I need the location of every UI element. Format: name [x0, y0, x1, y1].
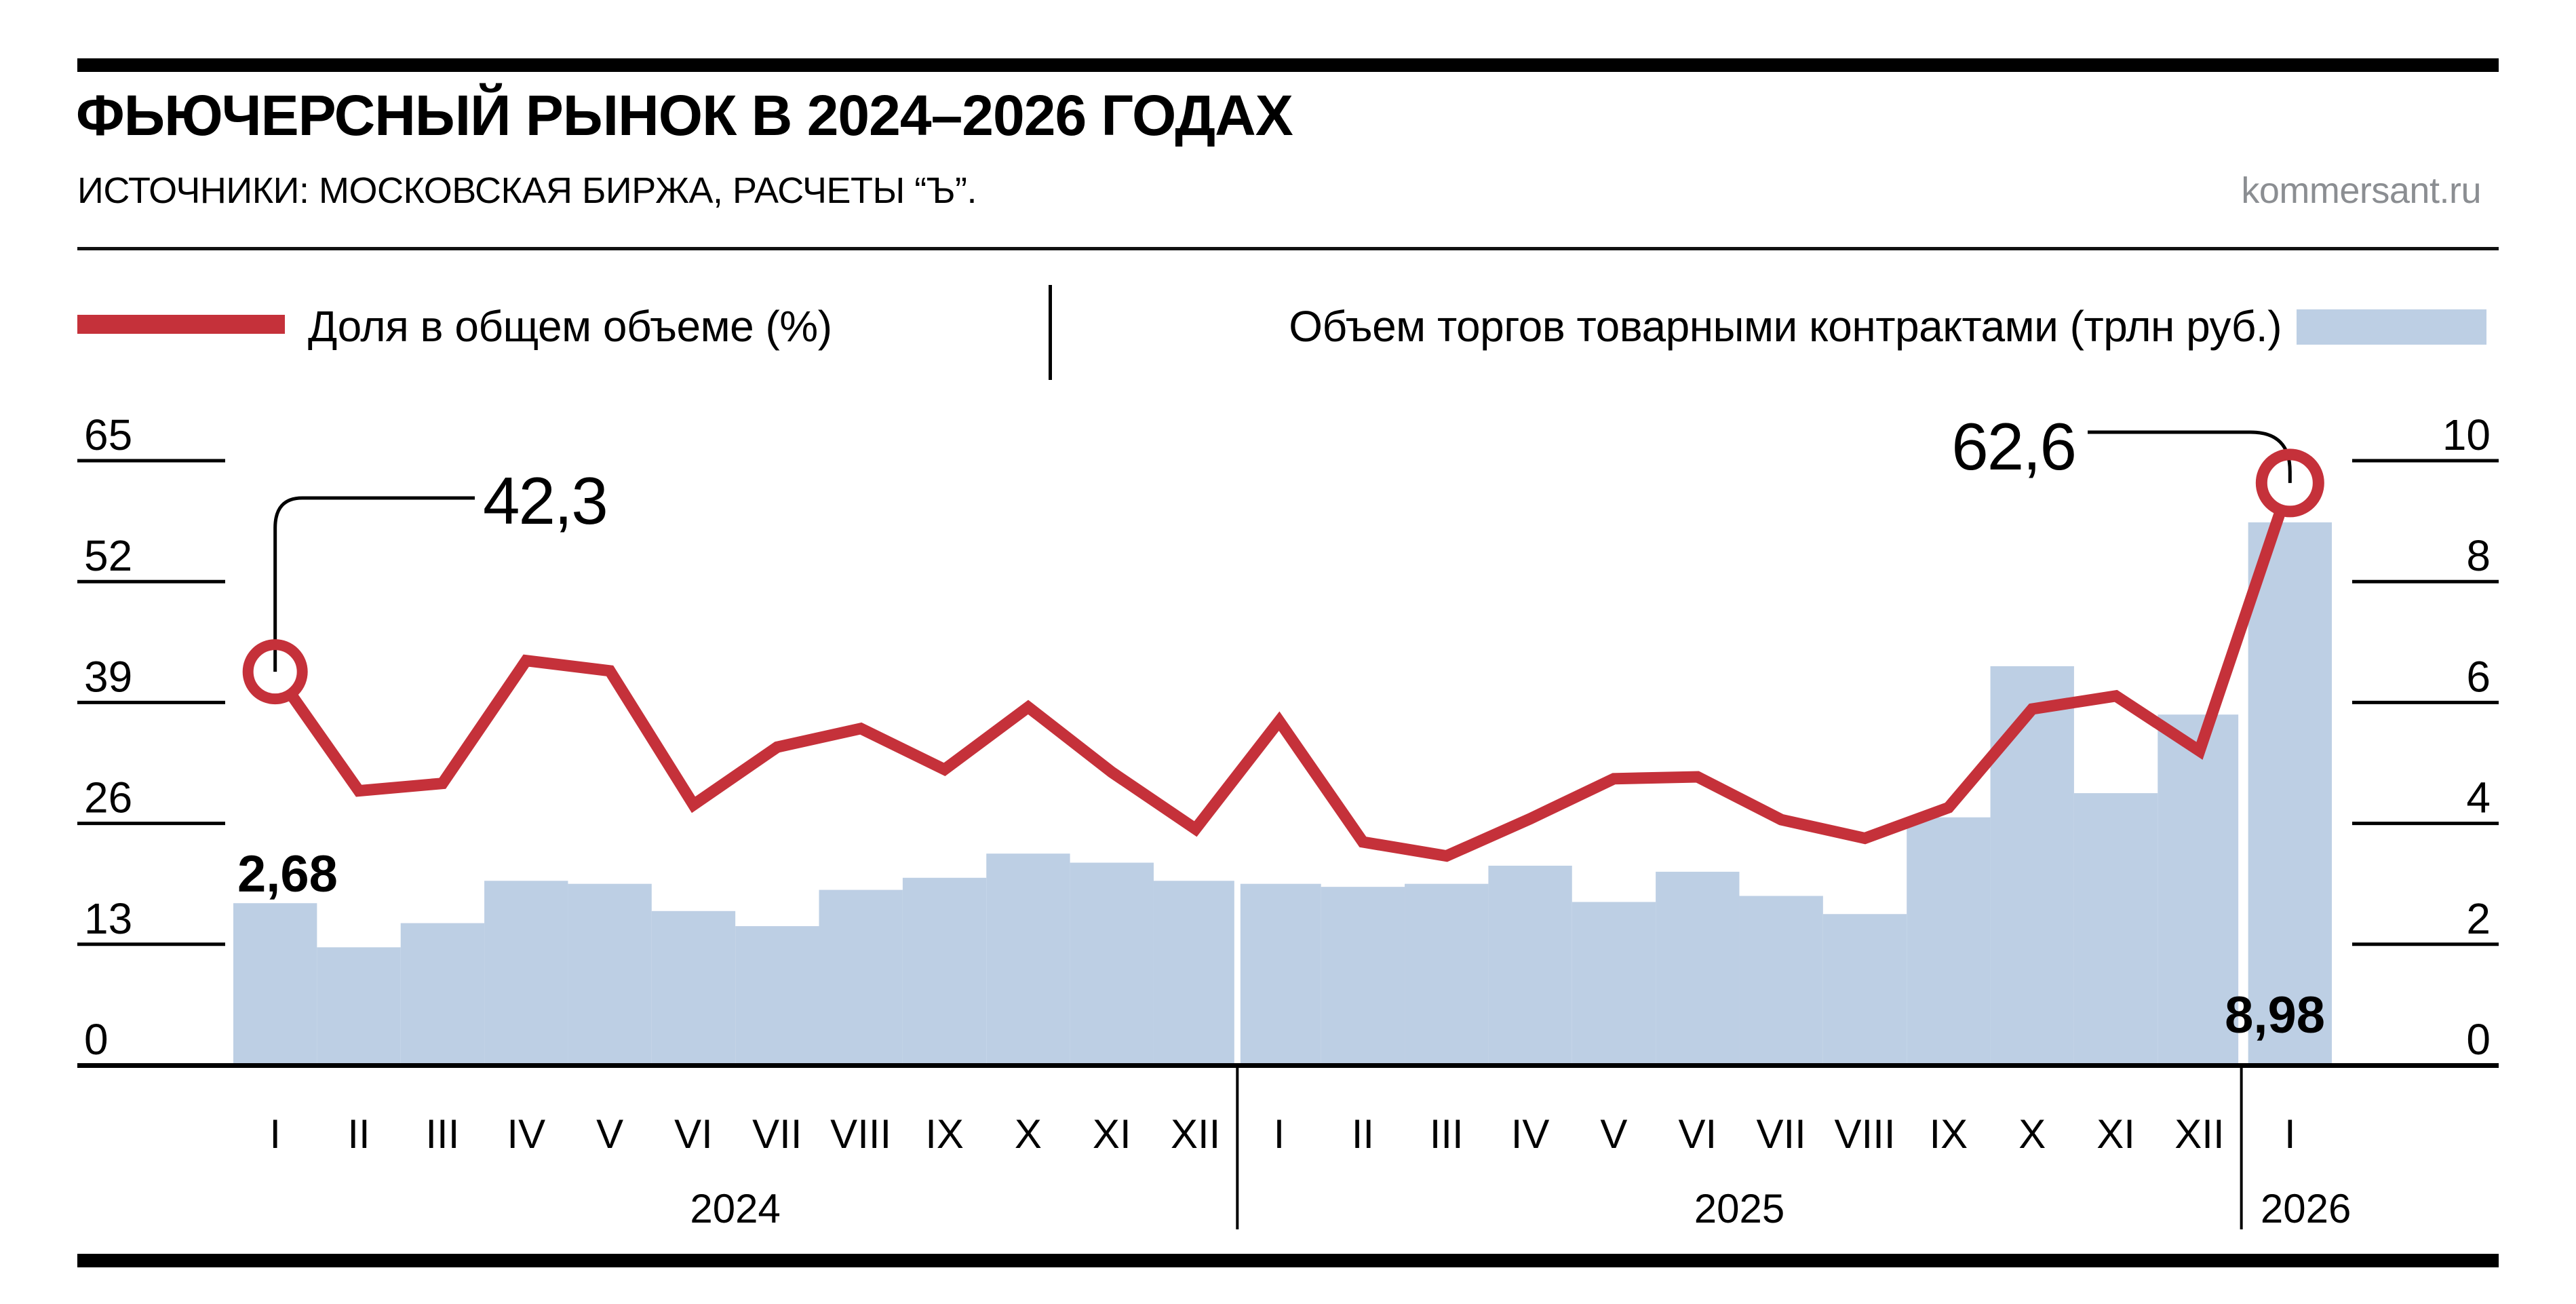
month-label: VI — [1678, 1111, 1717, 1157]
volume-bar — [1488, 865, 1572, 1065]
volume-bar — [1656, 871, 1740, 1065]
right-axis-label: 4 — [2466, 773, 2491, 822]
volume-bar — [651, 910, 736, 1065]
top-border-rule — [77, 58, 2499, 72]
year-label: 2024 — [690, 1186, 780, 1231]
volume-bar — [233, 903, 317, 1065]
left-axis-label: 0 — [84, 1015, 109, 1064]
right-axis-label: 2 — [2466, 894, 2491, 943]
month-label: VIII — [830, 1111, 891, 1157]
month-label: I — [1274, 1111, 1285, 1157]
volume-bar — [1070, 862, 1154, 1065]
legend: Доля в общем объеме (%) Объем торгов тов… — [77, 285, 2499, 380]
first-share-leader — [273, 496, 475, 672]
left-axis-label: 26 — [84, 773, 132, 822]
annotation-first-volume: 2,68 — [237, 845, 338, 903]
legend-divider — [1049, 285, 1052, 380]
volume-bar — [819, 889, 903, 1065]
month-label: I — [2284, 1111, 2296, 1157]
volume-bar — [986, 854, 1070, 1065]
right-axis-label: 6 — [2466, 652, 2491, 701]
month-label: IX — [925, 1111, 964, 1157]
annotation-last-share: 62,6 — [1951, 409, 2075, 484]
page-title: ФЬЮЧЕРСНЫЙ РЫНОК В 2024–2026 ГОДАХ — [76, 83, 1293, 147]
right-axis-label: 0 — [2466, 1015, 2491, 1064]
annotation-first-share: 42,3 — [483, 463, 607, 538]
month-label: I — [269, 1111, 281, 1157]
volume-bar — [735, 926, 819, 1065]
month-label: IX — [1930, 1111, 1968, 1157]
volume-bar — [568, 883, 652, 1065]
right-axis-label: 10 — [2442, 410, 2491, 459]
volume-bar — [400, 923, 485, 1065]
volume-bar — [317, 947, 401, 1065]
header-divider-rule — [77, 247, 2499, 250]
volume-bar — [1990, 666, 2074, 1065]
month-label: V — [1600, 1111, 1627, 1157]
left-axis-label: 13 — [84, 894, 132, 943]
last-share-leader — [2088, 430, 2292, 483]
watermark-kommersant: kommersant.ru — [2241, 170, 2481, 211]
volume-bar — [1237, 883, 1321, 1065]
month-label: IV — [1511, 1111, 1550, 1157]
month-label: III — [425, 1111, 459, 1157]
volume-bar — [2158, 714, 2242, 1065]
month-label: II — [347, 1111, 370, 1157]
month-label: XII — [2174, 1111, 2224, 1157]
volume-bar — [1822, 914, 1907, 1065]
x-axis-baseline — [77, 1063, 2499, 1068]
right-axis-label: 8 — [2466, 531, 2491, 580]
month-label: VII — [752, 1111, 802, 1157]
bottom-border-rule — [77, 1254, 2499, 1267]
first-point-ring — [242, 639, 308, 705]
month-label: V — [596, 1111, 623, 1157]
volume-bar — [1405, 883, 1489, 1065]
month-label: VI — [674, 1111, 713, 1157]
source-label: ИСТОЧНИКИ: МОСКОВСКАЯ БИРЖА, РАСЧЕТЫ “Ъ”… — [77, 170, 977, 211]
bar-legend-swatch — [2297, 309, 2486, 345]
volume-bar — [902, 877, 987, 1065]
volume-bar — [484, 881, 568, 1065]
volume-bar — [1321, 887, 1405, 1065]
volume-bar — [1907, 817, 1991, 1065]
bar-legend-label: Объем торгов товарными контрактами (трлн… — [1289, 302, 2282, 351]
month-label: III — [1430, 1111, 1464, 1157]
month-label: X — [1015, 1111, 1042, 1157]
month-label: XII — [1171, 1111, 1220, 1157]
last-point-ring — [2255, 448, 2324, 518]
annotation-last-volume: 8,98 — [2225, 986, 2325, 1044]
month-label: VIII — [1835, 1111, 1896, 1157]
month-label: II — [1352, 1111, 1374, 1157]
share-line — [270, 481, 2296, 862]
volume-bar — [2248, 522, 2332, 1065]
month-label: XI — [2096, 1111, 2135, 1157]
year-label: 2026 — [2261, 1186, 2351, 1231]
year-label: 2025 — [1694, 1186, 1784, 1231]
volume-bar — [1739, 896, 1823, 1065]
left-axis-label: 65 — [84, 410, 132, 459]
line-legend-swatch — [77, 315, 285, 334]
month-label: IV — [507, 1111, 545, 1157]
left-axis-label: 52 — [84, 531, 132, 580]
month-label: VII — [1756, 1111, 1806, 1157]
month-label: X — [2018, 1111, 2046, 1157]
line-legend-label: Доля в общем объеме (%) — [308, 302, 832, 351]
month-label: XI — [1093, 1111, 1131, 1157]
left-axis-label: 39 — [84, 652, 132, 701]
volume-bar — [1572, 902, 1656, 1065]
volume-bar — [2073, 793, 2158, 1065]
volume-bar — [1153, 881, 1238, 1065]
